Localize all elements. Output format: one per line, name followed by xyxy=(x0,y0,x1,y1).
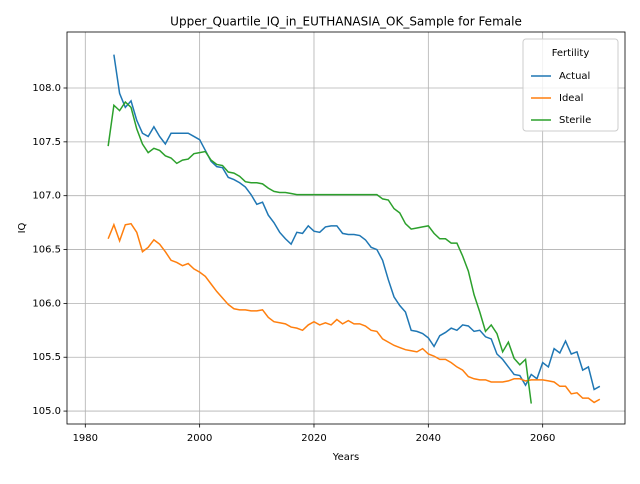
y-tick-label: 105.0 xyxy=(32,406,61,417)
legend-label: Sterile xyxy=(559,115,591,126)
y-tick-label: 107.0 xyxy=(32,191,61,202)
plot-frame xyxy=(66,31,626,425)
x-tick-label: 2040 xyxy=(416,433,441,444)
y-tick-label: 107.5 xyxy=(32,137,61,148)
x-tick-label: 2020 xyxy=(301,433,326,444)
data-line xyxy=(113,54,601,391)
legend-box xyxy=(522,38,619,132)
legend-label: Actual xyxy=(559,71,590,82)
data-line xyxy=(107,100,532,404)
legend-title: Fertility xyxy=(552,48,590,59)
x-tick-label: 1980 xyxy=(73,433,98,444)
x-tick-label: 2000 xyxy=(187,433,212,444)
legend-label: Ideal xyxy=(559,93,583,104)
y-axis-label: IQ xyxy=(17,222,28,233)
y-tick-label: 106.0 xyxy=(32,298,61,309)
data-line xyxy=(107,222,601,404)
chart-title: Upper_Quartile_IQ_in_EUTHANASIA_OK_Sampl… xyxy=(170,15,522,29)
y-tick-label: 105.5 xyxy=(32,352,61,363)
x-axis-label: Years xyxy=(332,452,359,463)
y-tick-label: 106.5 xyxy=(32,245,61,256)
y-tick-label: 108.0 xyxy=(32,83,61,94)
x-tick-label: 2060 xyxy=(530,433,555,444)
